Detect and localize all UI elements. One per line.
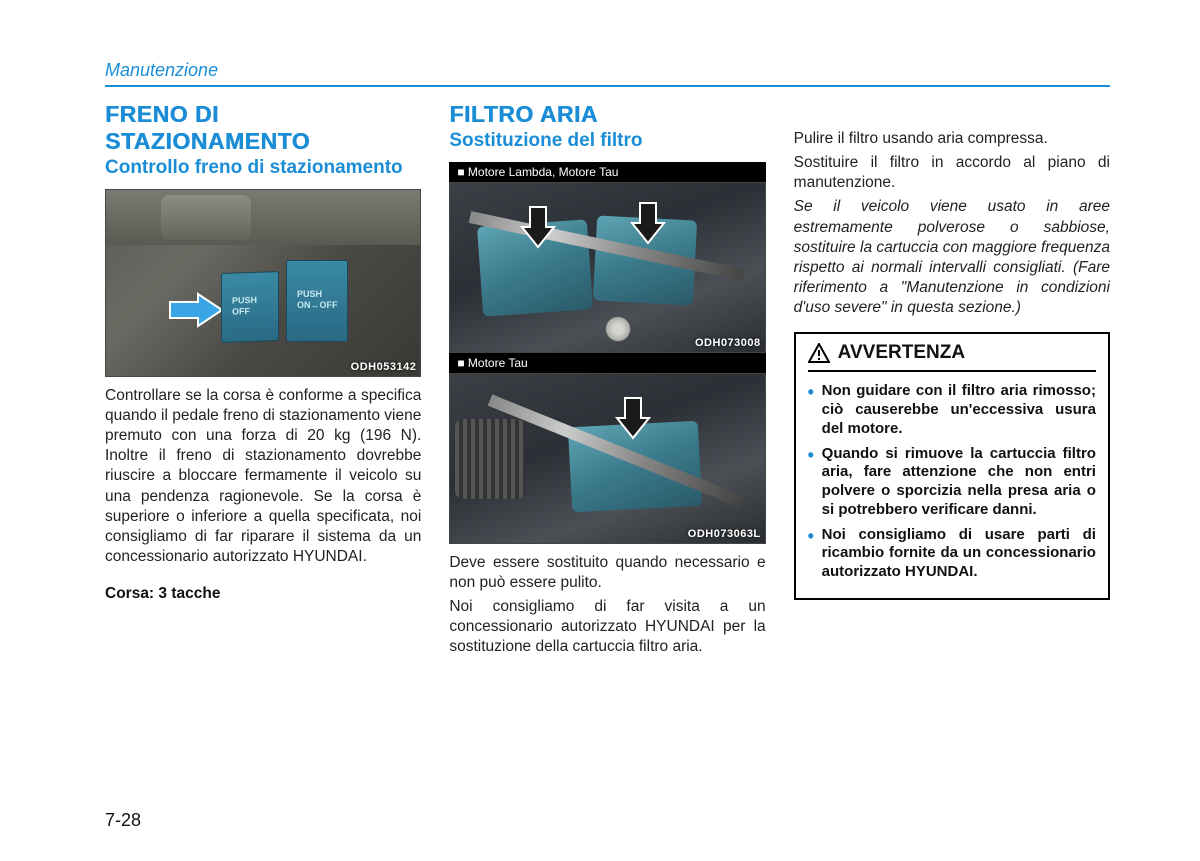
warning-title: AVVERTENZA [808, 342, 1096, 372]
columns-wrapper: FRENO DI STAZIONAMENTO Controllo freno d… [105, 101, 1110, 658]
photo-tag-2: ODH073008 [695, 337, 761, 349]
photo-engine-1: ODH073008 [449, 182, 765, 353]
pedal-right-label: PUSH ON↔OFF [297, 289, 338, 311]
column-2: FILTRO ARIA Sostituzione del filtro ■ Mo… [449, 101, 765, 658]
photo-tag-1: ODH053142 [351, 361, 417, 373]
warning-list: Non guidare con il filtro aria rimosso; … [808, 382, 1096, 582]
body-col3-1: Pulire il filtro usando aria compressa. [794, 129, 1110, 149]
photo-tag-3: ODH073063L [688, 528, 761, 540]
body-col3-2: Sostituire il filtro in accordo al piano… [794, 153, 1110, 193]
warning-item: Noi consigliamo di usare parti di ricamb… [808, 526, 1096, 582]
pedal-left: PUSH OFF [221, 271, 279, 343]
body-air-1: Deve essere sostituito quando necessario… [449, 553, 765, 593]
arrow-icon [168, 292, 224, 328]
page: Manutenzione FRENO DI STAZIONAMENTO Cont… [0, 0, 1200, 688]
body-brake: Controllare se la corsa è conforme a spe… [105, 386, 421, 567]
stroke-value: Corsa: 3 tacche [105, 585, 421, 603]
breadcrumb: Manutenzione [105, 60, 1110, 87]
pedal-right: PUSH ON↔OFF [286, 260, 348, 342]
section-title-brake: FRENO DI STAZIONAMENTO [105, 101, 421, 155]
warning-icon [808, 343, 830, 363]
photo-label-1: ■ Motore Lambda, Motore Tau [449, 162, 765, 182]
arrow-down-icon [630, 201, 666, 245]
body-air-2: Noi consigliamo di far visita a un conce… [449, 597, 765, 657]
page-number: 7-28 [105, 810, 141, 831]
photo-label-2: ■ Motore Tau [449, 353, 765, 373]
warning-item: Non guidare con il filtro aria rimosso; … [808, 382, 1096, 438]
photo-brake-pedal: PUSH OFF PUSH ON↔OFF ODH053142 [105, 189, 421, 377]
column-1: FRENO DI STAZIONAMENTO Controllo freno d… [105, 101, 421, 658]
subtitle-air: Sostituzione del filtro [449, 130, 765, 152]
warning-title-text: AVVERTENZA [838, 342, 965, 364]
section-title-air: FILTRO ARIA [449, 101, 765, 128]
warning-box: AVVERTENZA Non guidare con il filtro ari… [794, 332, 1110, 600]
arrow-down-icon [520, 205, 556, 249]
body-col3-3: Se il veicolo viene usato in aree estrem… [794, 197, 1110, 318]
subtitle-brake: Controllo freno di stazionamento [105, 157, 421, 179]
arrow-down-icon [615, 396, 651, 440]
pedal-left-label: PUSH OFF [232, 295, 257, 317]
column-3: Pulire il filtro usando aria compressa. … [794, 101, 1110, 658]
photo-engine-2: ODH073063L [449, 373, 765, 544]
warning-item: Quando si rimuove la cartuccia filtro ar… [808, 445, 1096, 520]
